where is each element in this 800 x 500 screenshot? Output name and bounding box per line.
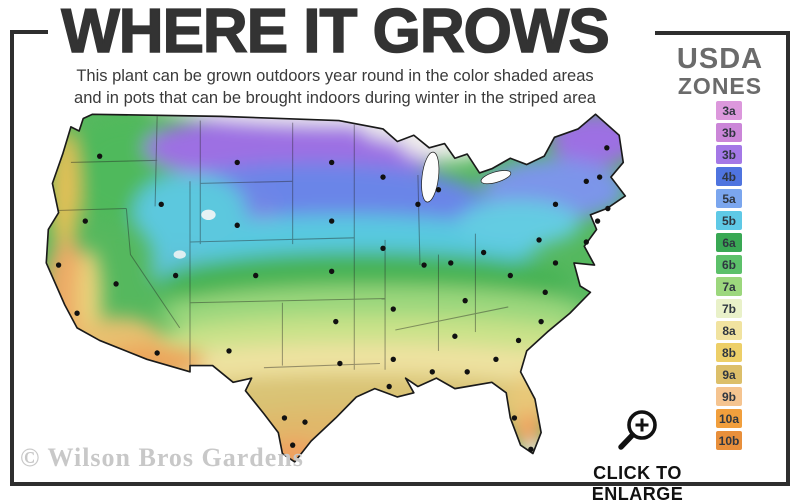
great-lakes	[421, 151, 512, 203]
zone-shading	[46, 114, 626, 462]
zone-swatch-4b: 4b	[716, 167, 742, 186]
zone-swatch-7a: 7a	[716, 277, 742, 296]
zone-swatch-3b: 3b	[716, 123, 742, 142]
header: WHERE IT GROWS This plant can be grown o…	[10, 0, 660, 109]
zone-swatch-6a: 6a	[716, 233, 742, 252]
frame-bottom	[10, 482, 790, 486]
subtitle: This plant can be grown outdoors year ro…	[10, 65, 660, 109]
enlarge-label[interactable]: CLICK TO ENLARGE	[591, 463, 684, 500]
zone-swatch-9a: 9a	[716, 365, 742, 384]
usda-zone-map-svg	[45, 113, 627, 463]
zone-legend: 3a 3b 3b 4b 5a 5b 6a 6b 7a 7b 8a 8b 9a 9b 10a 10b	[716, 101, 742, 453]
zone-swatch-5b: 5b	[716, 211, 742, 230]
zone-swatch-5a: 5a	[716, 189, 742, 208]
enlarge-button[interactable]: CLICK TO ENLARGE	[545, 406, 730, 500]
legend-title-usda: USDA	[676, 43, 764, 75]
frame-right	[786, 31, 790, 486]
zone-swatch-3a: 3a	[716, 101, 742, 120]
watermark: © Wilson Bros Gardens	[20, 443, 304, 472]
city-dots	[55, 145, 611, 453]
zone-swatch-8a: 8a	[716, 321, 742, 340]
legend-title: USDA ZONES	[668, 44, 772, 98]
zone-swatch-3b: 3b	[716, 145, 742, 164]
frame-top-left	[10, 30, 48, 34]
usda-zone-map[interactable]	[36, 108, 652, 464]
frame-top-right	[655, 31, 790, 35]
zone-swatch-8b: 8b	[716, 343, 742, 362]
subtitle-line-2: and in pots that can be brought indoors …	[74, 89, 596, 107]
state-borders	[52, 116, 509, 370]
zone-swatch-6b: 6b	[716, 255, 742, 274]
subtitle-line-1: This plant can be grown outdoors year ro…	[76, 67, 594, 85]
zone-swatch-7b: 7b	[716, 299, 742, 318]
frame-left	[10, 30, 14, 486]
legend-title-zones: ZONES	[677, 73, 763, 99]
zone-swatch-9b: 9b	[716, 387, 742, 406]
zone-swatch-10b: 10b	[716, 431, 742, 450]
page-title: WHERE IT GROWS	[61, 0, 611, 66]
us-outline	[45, 113, 627, 463]
zone-swatch-10a: 10a	[716, 409, 742, 428]
magnifier-zoom-icon[interactable]	[612, 406, 664, 458]
